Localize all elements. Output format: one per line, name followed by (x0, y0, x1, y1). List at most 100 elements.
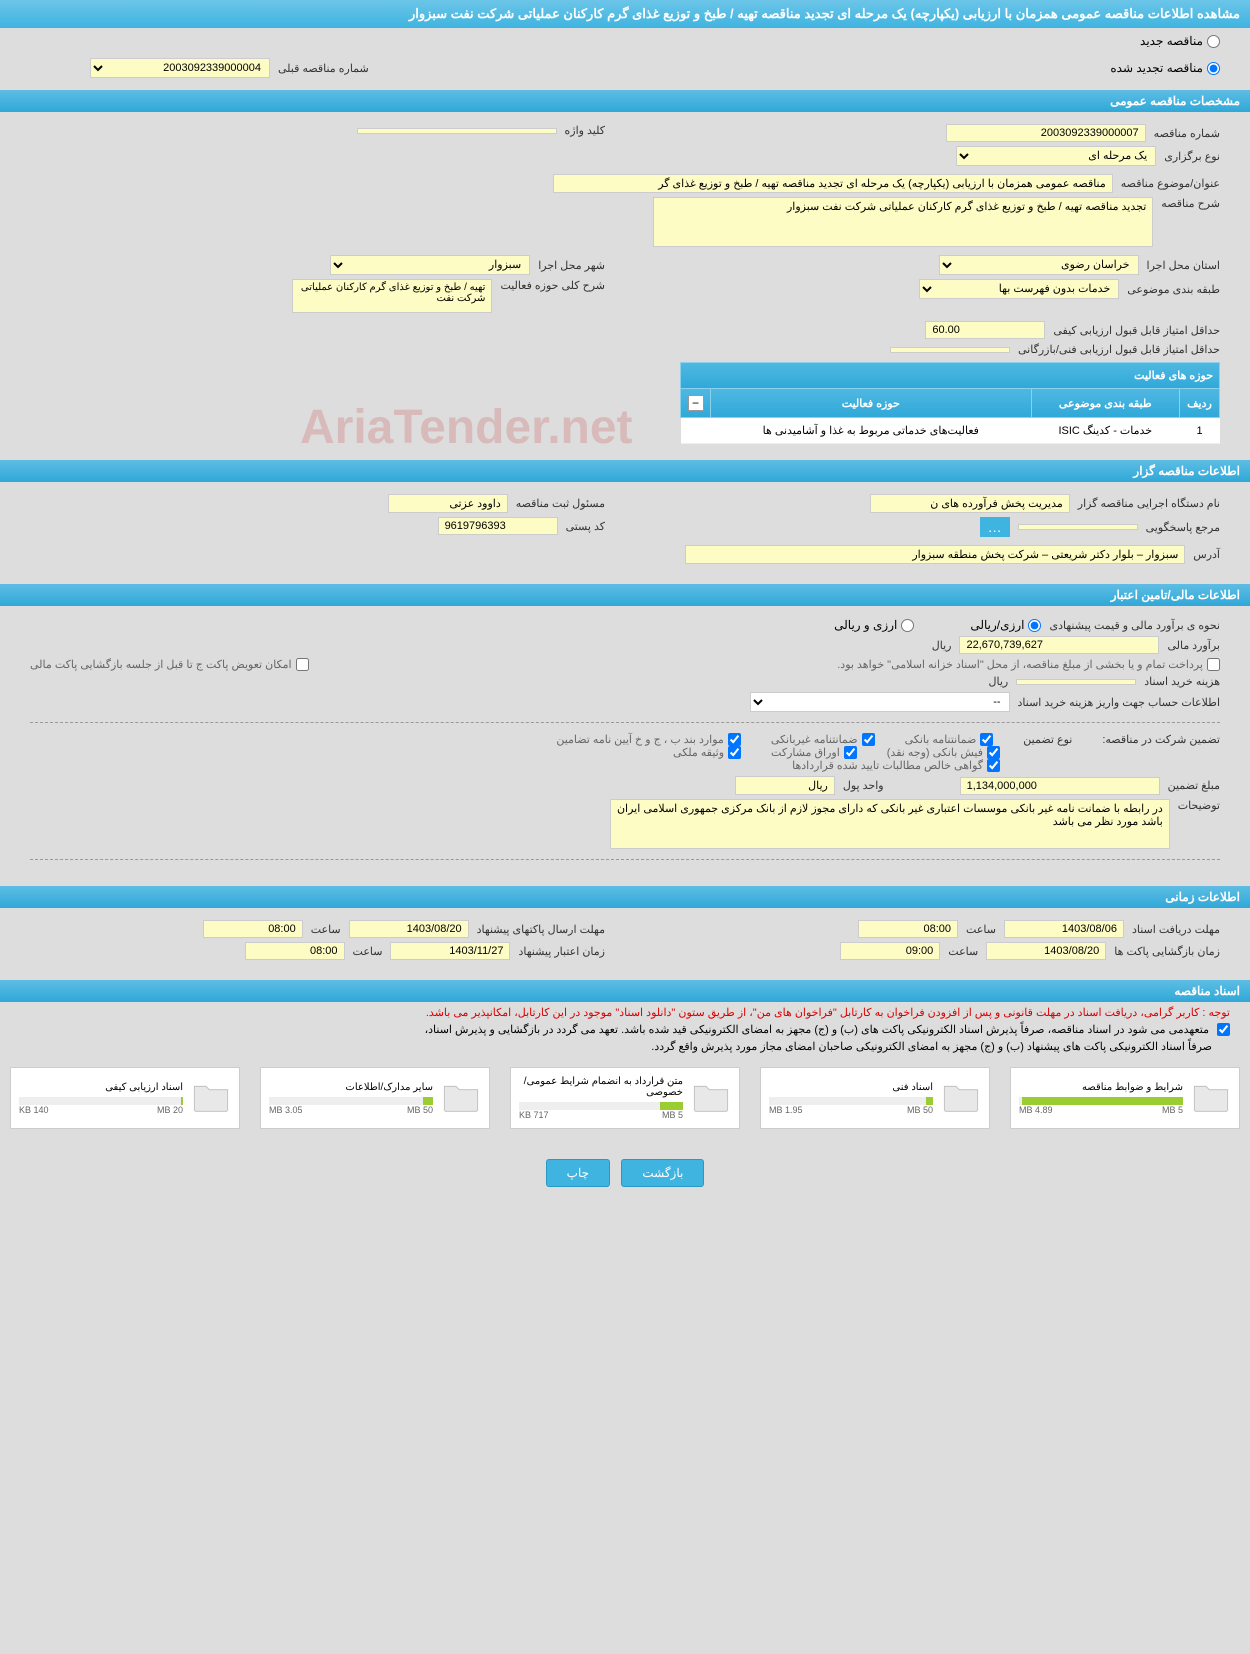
keyword-label: کلید واژه (565, 124, 605, 137)
open-time: 09:00 (840, 942, 940, 960)
receive-time: 08:00 (858, 920, 958, 938)
doc-name: اسناد ارزیابی کیفی (19, 1082, 183, 1093)
doc-max: 20 MB (157, 1105, 183, 1115)
method-label: نحوه ی برآورد مالی و قیمت پیشنهادی (1049, 619, 1220, 632)
g-items-check[interactable]: موارد بند ب ، ج و خ آیین نامه تضامین (556, 733, 740, 746)
number-label: شماره مناقصه (1154, 127, 1220, 140)
table-row: 1 خدمات - کدینگ ISIC فعالیت‌های خدماتی م… (681, 418, 1220, 444)
row-area: فعالیت‌های خدماتی مربوط به غذا و آشامیدن… (711, 418, 1032, 444)
print-button[interactable]: چاپ (546, 1159, 610, 1187)
col-row: ردیف (1180, 389, 1220, 418)
ref-field (1018, 524, 1138, 530)
receive-label: مهلت دریافت اسناد (1132, 923, 1220, 936)
doc-name: شرایط و ضوابط مناقصه (1019, 1082, 1183, 1093)
document-item[interactable]: اسناد فنی 50 MB 1.95 MB (760, 1067, 990, 1129)
notes-label: توضیحات (1178, 799, 1220, 812)
g-unit-field: ریال (735, 776, 835, 795)
account-label: اطلاعات حساب جهت واریز هزینه خرید اسناد (1018, 696, 1220, 709)
g-unit-label: واحد پول (843, 779, 884, 792)
postal-label: کد پستی (566, 520, 605, 533)
doc-max: 5 MB (1162, 1105, 1183, 1115)
doc-size: 1.95 MB (769, 1105, 803, 1115)
est-currency: ریال (932, 639, 952, 652)
title-field: مناقصه عمومی همزمان با ارزیابی (یکپارچه)… (553, 174, 1113, 193)
registrar-label: مسئول ثبت مناقصه (516, 497, 605, 510)
doc-max: 50 MB (907, 1105, 933, 1115)
prev-number-select[interactable]: 2003092339000004 (90, 58, 270, 78)
activity-desc-label: شرح کلی حوزه فعالیت (500, 279, 605, 292)
desc-label: شرح مناقصه (1161, 197, 1220, 210)
section-documents-header: اسناد مناقصه (0, 980, 1250, 1002)
method-both-radio[interactable]: ارزی و ریالی (834, 618, 914, 632)
purchase-cost-currency: ریال (988, 675, 1008, 688)
document-item[interactable]: متن قرارداد به انضمام شرایط عمومی/خصوصی5… (510, 1067, 740, 1129)
payment-note-check[interactable]: پرداخت تمام و یا بخشی از مبلغ مناقصه، از… (837, 658, 1220, 671)
doc-name: اسناد فنی (769, 1082, 933, 1093)
collapse-button[interactable]: − (688, 395, 704, 411)
doc-size: 3.05 MB (269, 1105, 303, 1115)
address-field: سبزوار – بلوار دکتر شریعتی – شرکت پخش من… (685, 545, 1185, 564)
receive-date: 1403/08/06 (1004, 920, 1124, 938)
guarantee-title: تضمین شرکت در مناقصه: (1102, 733, 1220, 746)
est-field: 22,670,739,627 (959, 636, 1159, 654)
doc-commit2: صرفاً اسناد الکترونیکی پاکت های پیشنهاد … (20, 1040, 1212, 1053)
min-tech-label: حداقل امتیاز قابل قبول ارزیابی فنی/بازرگ… (1018, 343, 1220, 356)
province-label: استان محل اجرا (1147, 259, 1220, 272)
doc-size: 140 KB (19, 1105, 49, 1115)
type-select[interactable]: یک مرحله ای (956, 146, 1156, 166)
status-new-label: مناقصه جدید (1140, 34, 1203, 48)
send-label: مهلت ارسال پاکتهای پیشنهاد (477, 923, 605, 936)
city-label: شهر محل اجرا (538, 259, 605, 272)
min-quality-label: حداقل امتیاز قابل قبول ارزیابی کیفی (1053, 324, 1220, 337)
g-bonds-check[interactable]: اوراق مشارکت (771, 746, 857, 759)
exec-field: مدیریت پخش فرآورده های ن (870, 494, 1070, 513)
city-select[interactable]: سبزوار (330, 255, 530, 275)
section-financial-header: اطلاعات مالی/تامین اعتبار (0, 584, 1250, 606)
col-area: حوزه فعالیت (711, 389, 1032, 418)
activity-desc-field: تهیه / طبخ و توزیع غذای گرم کارکنان عملی… (292, 279, 492, 313)
address-label: آدرس (1193, 548, 1220, 561)
send-date: 1403/08/20 (349, 920, 469, 938)
replace-check[interactable]: امکان تعویض پاکت ج تا قبل از جلسه بازگشا… (30, 658, 309, 671)
account-select[interactable]: -- (750, 692, 1010, 712)
province-select[interactable]: خراسان رضوی (939, 255, 1139, 275)
est-label: برآورد مالی (1167, 639, 1220, 652)
doc-name: سایر مدارک/اطلاعات (269, 1082, 433, 1093)
document-item[interactable]: شرایط و ضوابط مناقصه5 MB4.89 MB (1010, 1067, 1240, 1129)
open-date: 1403/08/20 (986, 942, 1106, 960)
status-renewed-radio[interactable]: مناقصه تجدید شده (1110, 54, 1220, 82)
doc-size: 717 KB (519, 1110, 549, 1120)
g-bank-check[interactable]: ضمانتنامه بانکی (905, 733, 994, 746)
g-nonbank-check[interactable]: ضمانتنامه غیربانکی (771, 733, 875, 746)
doc-max: 5 MB (662, 1110, 683, 1120)
g-amount-label: مبلغ تضمین (1168, 779, 1220, 792)
section-general-header: مشخصات مناقصه عمومی (0, 90, 1250, 112)
document-item[interactable]: اسناد ارزیابی کیفی 20 MB 140 KB (10, 1067, 240, 1129)
commit-check[interactable] (1217, 1023, 1230, 1036)
keyword-field (357, 128, 557, 134)
activity-table-title: حوزه های فعالیت (681, 363, 1220, 389)
doc-note1: توجه : کاربر گرامی، دریافت اسناد در مهلت… (20, 1006, 1230, 1019)
purchase-cost-field (1016, 679, 1136, 685)
g-certified-check[interactable]: گواهی خالص مطالبات تایید شده قراردادها (792, 759, 1000, 772)
doc-max: 50 MB (407, 1105, 433, 1115)
section-timing-header: اطلاعات زمانی (0, 886, 1250, 908)
desc-field: تجدید مناقصه تهیه / طبخ و توزیع غذای گرم… (653, 197, 1153, 247)
row-subject: خدمات - کدینگ ISIC (1031, 418, 1179, 444)
g-amount-field: 1,134,000,000 (960, 777, 1160, 795)
page-title: مشاهده اطلاعات مناقصه عمومی همزمان با ار… (0, 0, 1250, 28)
status-new-radio[interactable]: مناقصه جدید (1140, 34, 1220, 48)
ref-lookup-button[interactable]: … (980, 517, 1010, 537)
g-property-check[interactable]: وثیقه ملکی (673, 746, 741, 759)
registrar-field: داوود عزتی (388, 494, 508, 513)
row-idx: 1 (1180, 418, 1220, 444)
validity-time: 08:00 (245, 942, 345, 960)
document-item[interactable]: سایر مدارک/اطلاعات 50 MB 3.05 MB (260, 1067, 490, 1129)
exec-label: نام دستگاه اجرایی مناقصه گزار (1078, 497, 1220, 510)
back-button[interactable]: بازگشت (621, 1159, 704, 1187)
validity-label: زمان اعتبار پیشنهاد (518, 945, 605, 958)
method-rial-radio[interactable]: ارزی/ریالی (970, 618, 1041, 632)
notes-field: در رابطه با ضمانت نامه غیر بانکی موسسات … (610, 799, 1170, 849)
g-cash-check[interactable]: فیش بانکی (وجه نقد) (887, 746, 1000, 759)
subject-class-select[interactable]: خدمات بدون فهرست بها (919, 279, 1119, 299)
